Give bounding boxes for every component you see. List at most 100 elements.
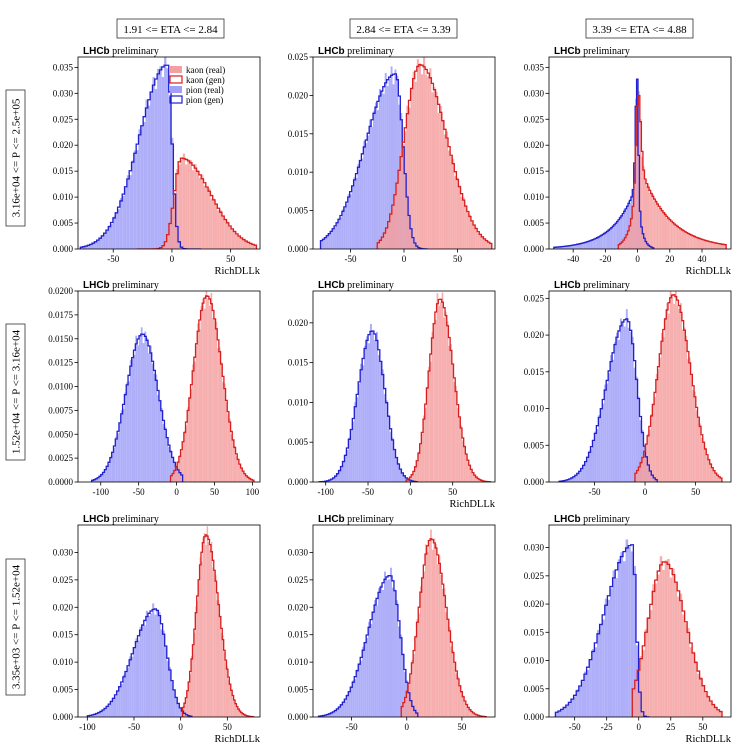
pion-real-bar — [583, 671, 587, 717]
pion-real-bar — [595, 238, 597, 249]
pion-real-bar — [91, 480, 94, 482]
kaon-real-bar — [425, 74, 428, 249]
pion-real-bar — [563, 480, 565, 482]
kaon-real-bar — [216, 600, 218, 717]
pion-real-bar — [605, 232, 607, 249]
pion-real-bar — [133, 354, 136, 482]
kaon-real-bar — [477, 715, 480, 717]
kaon-real-bar — [426, 386, 429, 482]
kaon-real-bar — [408, 684, 410, 717]
pion-real-bar — [322, 239, 325, 249]
pion-real-bar — [592, 239, 594, 249]
pion-real-bar — [596, 429, 599, 482]
pion-real-bar — [614, 342, 616, 482]
kaon-real-bar — [203, 185, 206, 249]
kaon-real-bar — [721, 244, 724, 249]
kaon-real-bar — [443, 134, 446, 249]
x-tick-label: -50 — [346, 722, 358, 732]
pion-real-bar — [376, 605, 379, 717]
pion-real-bar — [401, 654, 404, 717]
y-tick-label: 0.030 — [288, 547, 309, 557]
pion-real-bar — [592, 440, 595, 482]
kaon-real-bar — [195, 345, 198, 482]
col-header-3: 3.39 <= ETA <= 4.88 — [592, 24, 687, 36]
kaon-real-bar — [688, 357, 691, 482]
pion-real-bar — [162, 424, 165, 482]
pion-real-bar — [110, 224, 113, 249]
preliminary-text: preliminary — [581, 514, 630, 525]
kaon-real-bar — [642, 165, 645, 249]
kaon-real-bar — [622, 239, 625, 249]
kaon-real-bar — [656, 203, 659, 249]
kaon-real-bar — [450, 156, 453, 249]
pion-real-bar — [143, 122, 146, 249]
kaon-real-bar — [236, 707, 238, 717]
pion-real-bar — [334, 227, 337, 249]
kaon-real-bar — [635, 140, 637, 249]
kaon-real-bar — [172, 473, 174, 482]
kaon-real-bar — [669, 291, 672, 482]
kaon-real-bar — [428, 542, 431, 717]
kaon-real-bar — [475, 227, 478, 249]
kaon-gen-line — [634, 294, 723, 482]
pion-real-bar — [558, 711, 561, 717]
pion-real-bar — [328, 480, 331, 482]
pion-real-bar — [377, 355, 380, 482]
pion-real-bar — [135, 335, 138, 482]
kaon-real-bar — [242, 470, 244, 482]
lhcb-preliminary-label: LHCb preliminary — [554, 46, 630, 57]
pion-real-bar — [635, 376, 638, 482]
kaon-real-bar — [644, 629, 648, 717]
kaon-real-bar — [187, 159, 190, 249]
pion-real-bar — [633, 367, 636, 482]
kaon-real-bar — [485, 240, 488, 249]
pion-real-bar — [373, 111, 375, 249]
pion-real-bar — [604, 598, 608, 717]
pion-real-bar — [116, 690, 119, 717]
pion-real-bar — [378, 588, 381, 717]
kaon-real-bar — [175, 467, 178, 482]
kaon-real-bar — [213, 569, 216, 717]
pion-real-bar — [580, 469, 583, 482]
kaon-real-bar — [441, 292, 444, 482]
kaon-real-bar — [199, 557, 201, 717]
pion-real-bar — [372, 612, 375, 717]
pion-gen-line — [553, 78, 655, 249]
y-tick-label: 0.010 — [53, 657, 74, 667]
kaon-real-bar — [202, 537, 204, 717]
pion-real-bar — [342, 461, 345, 482]
pion-real-bar — [91, 243, 95, 249]
pion-real-bar — [575, 244, 577, 249]
preliminary-text: preliminary — [581, 280, 630, 291]
kaon-real-bar — [171, 208, 174, 249]
pion-real-bar — [339, 217, 342, 249]
kaon-real-bar — [638, 467, 641, 482]
kaon-real-bar — [636, 469, 639, 482]
pion-real-bar — [124, 187, 127, 249]
pion-real-bar — [117, 433, 119, 482]
pion-real-bar — [576, 473, 579, 482]
pion-real-bar — [93, 714, 96, 717]
kaon-real-bar — [240, 468, 243, 482]
pion-real-bar — [127, 667, 130, 717]
y-tick-label: 0.015 — [288, 358, 309, 368]
kaon-gen-line — [181, 534, 255, 717]
row-header-box — [5, 89, 26, 227]
lhcb-bold: LHCb — [83, 46, 110, 57]
kaon-real-bar — [208, 188, 211, 249]
pion-real-bar — [608, 373, 611, 482]
kaon-real-bar — [231, 228, 234, 249]
pion-real-bar — [351, 185, 354, 249]
kaon-real-bar — [217, 210, 220, 249]
preliminary-text: preliminary — [345, 514, 394, 525]
kaon-real-bar — [672, 568, 675, 717]
pion-real-bar — [609, 229, 611, 249]
kaon-real-bar — [724, 244, 727, 249]
kaon-real-bar — [662, 336, 665, 482]
pion-real-bar — [344, 454, 347, 482]
kaon-real-bar — [203, 533, 206, 717]
pion-real-bar — [568, 479, 571, 482]
lhcb-preliminary-label: LHCb preliminary — [318, 46, 394, 57]
pion-real-bar — [617, 559, 621, 717]
pion-real-bar — [118, 423, 121, 482]
